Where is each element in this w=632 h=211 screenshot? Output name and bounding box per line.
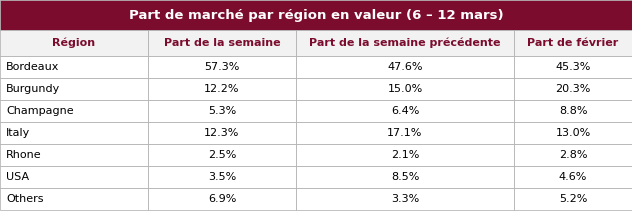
Bar [148, 166, 296, 188]
Bar [148, 144, 296, 166]
Text: 6.4%: 6.4% [391, 106, 419, 116]
Bar [148, 56, 296, 78]
Text: Part de la semaine précédente: Part de la semaine précédente [309, 38, 501, 48]
Text: Bordeaux: Bordeaux [6, 62, 59, 72]
Bar [296, 100, 514, 122]
Bar [0, 78, 148, 100]
Bar [296, 144, 514, 166]
Text: 5.3%: 5.3% [208, 106, 236, 116]
Bar [514, 56, 632, 78]
Text: Champagne: Champagne [6, 106, 73, 116]
Text: 3.5%: 3.5% [208, 172, 236, 182]
Bar [296, 188, 514, 210]
Text: USA: USA [6, 172, 29, 182]
Bar [514, 144, 632, 166]
Bar [514, 122, 632, 144]
Bar [296, 30, 514, 56]
Bar [148, 78, 296, 100]
Text: Région: Région [52, 38, 95, 48]
Text: 4.6%: 4.6% [559, 172, 587, 182]
Bar [0, 56, 148, 78]
Text: 20.3%: 20.3% [556, 84, 591, 94]
Bar [0, 188, 148, 210]
Text: Part de la semaine: Part de la semaine [164, 38, 281, 48]
Text: 2.1%: 2.1% [391, 150, 419, 160]
Bar [0, 144, 148, 166]
Text: Others: Others [6, 194, 44, 204]
Text: Part de marché par région en valeur (6 – 12 mars): Part de marché par région en valeur (6 –… [129, 8, 503, 22]
Bar [148, 30, 296, 56]
Bar [514, 166, 632, 188]
Bar [148, 122, 296, 144]
Bar [296, 78, 514, 100]
Text: 45.3%: 45.3% [556, 62, 591, 72]
Text: 17.1%: 17.1% [387, 128, 423, 138]
Bar [514, 30, 632, 56]
Text: 15.0%: 15.0% [387, 84, 423, 94]
Bar [0, 30, 148, 56]
Bar [514, 100, 632, 122]
Text: 3.3%: 3.3% [391, 194, 419, 204]
Text: 8.8%: 8.8% [559, 106, 587, 116]
Text: 2.8%: 2.8% [559, 150, 587, 160]
Text: Part de février: Part de février [527, 38, 619, 48]
Bar [0, 122, 148, 144]
Text: 13.0%: 13.0% [556, 128, 591, 138]
Bar [296, 56, 514, 78]
Bar [0, 0, 632, 30]
Bar [514, 188, 632, 210]
Text: 5.2%: 5.2% [559, 194, 587, 204]
Text: 57.3%: 57.3% [204, 62, 240, 72]
Text: Italy: Italy [6, 128, 30, 138]
Bar [148, 188, 296, 210]
Text: 8.5%: 8.5% [391, 172, 419, 182]
Text: Burgundy: Burgundy [6, 84, 60, 94]
Bar [148, 100, 296, 122]
Bar [296, 122, 514, 144]
Bar [296, 166, 514, 188]
Text: Rhone: Rhone [6, 150, 42, 160]
Text: 6.9%: 6.9% [208, 194, 236, 204]
Text: 12.2%: 12.2% [204, 84, 240, 94]
Text: 12.3%: 12.3% [204, 128, 240, 138]
Bar [0, 100, 148, 122]
Text: 2.5%: 2.5% [208, 150, 236, 160]
Bar [0, 166, 148, 188]
Bar [514, 78, 632, 100]
Text: 47.6%: 47.6% [387, 62, 423, 72]
